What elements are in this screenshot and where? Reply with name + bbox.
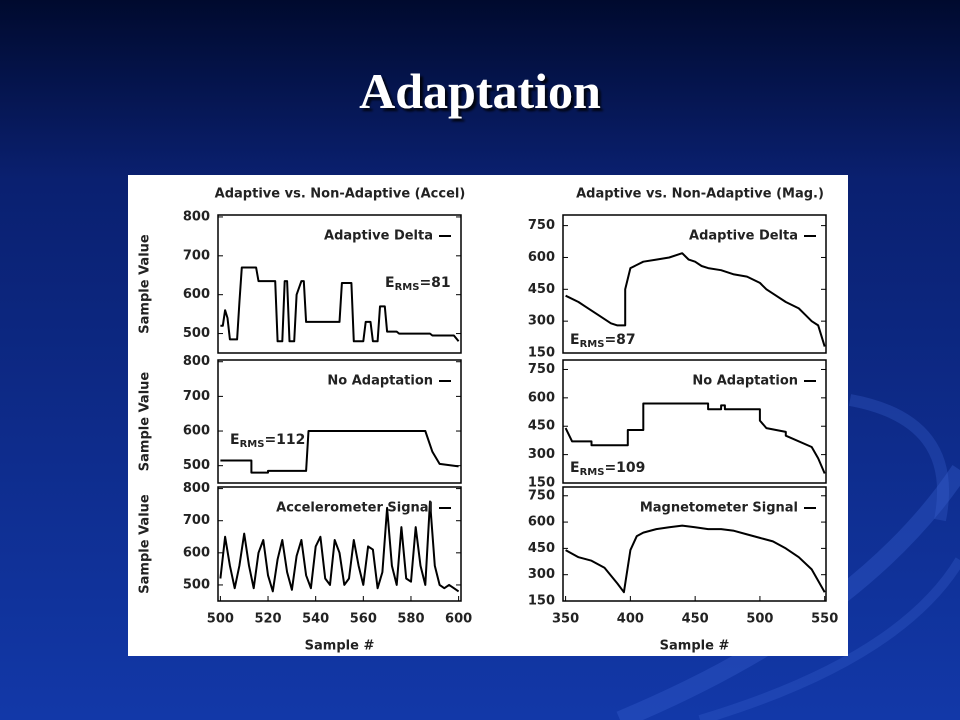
plot-frame	[562, 359, 827, 484]
y-tick-label: 800	[183, 354, 210, 369]
annotation-part: RMS	[240, 439, 265, 450]
legend-label: Adaptive Delta	[689, 229, 798, 244]
data-line	[565, 524, 826, 594]
x-tick-label: 400	[617, 612, 644, 627]
y-tick-label: 700	[183, 248, 210, 263]
annotation-part: E	[230, 432, 240, 448]
y-tick-label: 600	[528, 250, 555, 265]
y-tick-label: 500	[183, 326, 210, 341]
data-line	[220, 266, 460, 343]
annotation-part: E	[385, 275, 395, 291]
data-line	[220, 430, 459, 474]
plot-frame	[217, 486, 462, 602]
y-tick-label: 750	[528, 362, 555, 377]
x-tick-label: 550	[811, 612, 838, 627]
y-axis-label: Sample Value	[138, 372, 153, 472]
y-tick-label: 700	[183, 389, 210, 404]
y-tick-label: 700	[183, 513, 210, 528]
y-tick-label: 150	[528, 476, 555, 491]
y-tick-label: 300	[528, 314, 555, 329]
x-tick-label: 600	[445, 612, 472, 627]
y-tick-label: 300	[528, 567, 555, 582]
legend-label: Adaptive Delta	[324, 229, 433, 244]
x-tick-label: 450	[682, 612, 709, 627]
x-tick-label: 500	[207, 612, 234, 627]
annotation: ERMS=109	[570, 460, 645, 478]
slide-title: Adaptation	[359, 63, 601, 119]
y-tick-label: 500	[183, 458, 210, 473]
annotation: ERMS=81	[385, 275, 451, 293]
x-tick-label: 350	[552, 612, 579, 627]
y-tick-label: 750	[528, 488, 555, 503]
y-tick-label: 800	[183, 481, 210, 496]
y-tick-label: 500	[183, 577, 210, 592]
annotation-part: =109	[604, 460, 645, 476]
y-tick-label: 750	[528, 218, 555, 233]
y-tick-label: 600	[183, 287, 210, 302]
x-axis-label: Sample #	[660, 639, 730, 654]
x-axis-label: Sample #	[305, 639, 375, 654]
annotation-part: =112	[264, 432, 305, 448]
y-tick-label: 600	[183, 424, 210, 439]
y-tick-label: 450	[528, 419, 555, 434]
data-line	[565, 252, 826, 347]
x-tick-label: 560	[350, 612, 377, 627]
annotation: ERMS=87	[570, 332, 636, 350]
y-tick-label: 800	[183, 209, 210, 224]
chart-title: Adaptive vs. Non-Adaptive (Mag.)	[576, 187, 824, 202]
x-tick-label: 520	[254, 612, 281, 627]
annotation-part: RMS	[580, 467, 605, 478]
y-tick-label: 450	[528, 541, 555, 556]
decor	[848, 394, 950, 522]
x-tick-label: 580	[397, 612, 424, 627]
plot-frame	[217, 214, 462, 354]
y-tick-label: 600	[528, 390, 555, 405]
legend-label: No Adaptation	[327, 374, 433, 389]
plot-frame	[562, 486, 827, 602]
legend-label: No Adaptation	[692, 374, 798, 389]
annotation-part: RMS	[580, 339, 605, 350]
y-tick-label: 300	[528, 447, 555, 462]
decor	[698, 557, 960, 720]
data-line	[564, 402, 826, 474]
figure	[128, 175, 848, 656]
annotation-part: RMS	[395, 282, 420, 293]
x-tick-label: 500	[746, 612, 773, 627]
y-tick-label: 150	[528, 346, 555, 361]
y-tick-label: 600	[528, 515, 555, 530]
y-tick-label: 600	[183, 545, 210, 560]
data-line	[219, 500, 460, 593]
annotation: ERMS=112	[230, 432, 305, 450]
annotation-part: E	[570, 460, 580, 476]
annotation-part: =81	[419, 275, 450, 291]
annotation-part: E	[570, 332, 580, 348]
plot-frame	[562, 214, 827, 354]
y-tick-label: 150	[528, 594, 555, 609]
plot-frame	[217, 359, 462, 484]
y-axis-label: Sample Value	[138, 234, 153, 334]
x-tick-label: 540	[302, 612, 329, 627]
y-tick-label: 450	[528, 282, 555, 297]
legend-label: Magnetometer Signal	[640, 501, 798, 516]
y-axis-label: Sample Value	[138, 494, 153, 594]
chart-title: Adaptive vs. Non-Adaptive (Accel)	[215, 187, 466, 202]
annotation-part: =87	[604, 332, 635, 348]
legend-label: Accelerometer Signal	[276, 501, 433, 516]
